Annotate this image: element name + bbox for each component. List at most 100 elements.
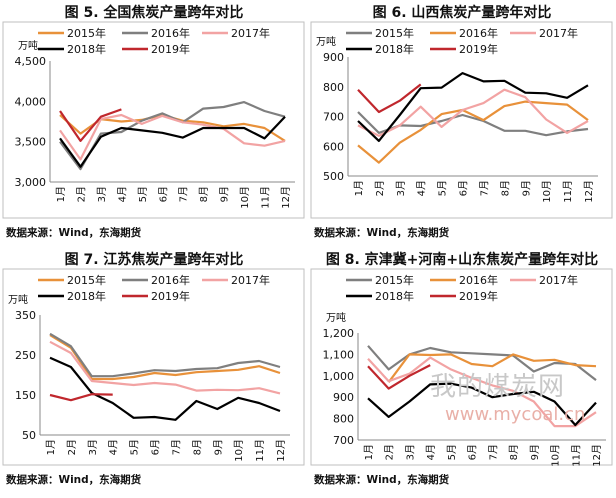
series-line-2018年 [357,72,589,142]
series-line-2017年 [357,88,589,137]
legend-label: 2017年 [539,26,578,40]
y-tick-label: 150 [15,389,36,402]
x-tick-label: 12月 [275,439,287,462]
x-tick-label: 9月 [520,180,532,196]
source-label: 数据来源：Wind，东海期货 [5,226,142,239]
y-tick-label: 1,000 [323,370,355,383]
y-tick-label: 50 [22,429,36,442]
watermark-logo-text: 我的煤炭网 [430,372,566,402]
x-tick-label: 4月 [416,180,428,196]
x-tick-label: 6月 [467,444,479,460]
y-tick-label: 800 [333,413,354,426]
series-line-2018年 [367,382,597,427]
chart-title: 图 5. 全国焦炭产量跨年对比 [65,4,244,21]
series-line-2016年 [49,332,281,378]
legend-label: 2018年 [67,289,106,303]
x-tick-label: 7月 [478,180,490,196]
x-tick-label: 11月 [260,186,272,209]
series-line-2016年 [59,101,286,171]
x-tick-label: 2月 [384,444,396,460]
chart-national-coke-output: 图 5. 全国焦炭产量跨年对比数据来源：Wind，东海期货 2015年 2016年 2… [0,0,308,247]
series-line-2016年 [387,353,597,383]
legend-label: 2015年 [375,273,414,287]
x-tick-label: 5月 [437,180,449,196]
x-tick-label: 4月 [425,444,437,460]
series-line-2017年 [367,356,597,428]
legend-label: 2016年 [151,26,190,40]
x-tick-label: 3月 [96,186,108,202]
chart-north-region-coke-output: 图 8. 京津冀+河南+山东焦炭产量跨年对比数据来源：Wind，东海期货 2015… [308,247,616,494]
legend-label: 2015年 [375,26,414,40]
y-tick-label: 700 [333,434,354,447]
x-tick-label: 11月 [254,439,266,462]
series-line-2019年 [357,83,422,114]
legend-label: 2015年 [67,26,106,40]
legend-label: 2015年 [67,273,106,287]
x-tick-label: 2月 [75,186,87,202]
x-tick-label: 11月 [570,444,582,467]
chart-frame [2,268,305,466]
chart-title: 图 7. 江苏焦炭产量跨年对比 [65,251,244,268]
legend-label: 2019年 [151,289,190,303]
x-tick-label: 11月 [562,180,574,203]
series-line-2019年 [367,364,431,390]
x-tick-label: 1月 [55,186,67,202]
x-tick-label: 7月 [170,439,182,455]
source-label: 数据来源：Wind，东海期货 [313,473,450,486]
x-tick-label: 5月 [129,439,141,455]
series-line-2019年 [49,393,113,402]
x-tick-label: 1月 [353,180,365,196]
legend-label: 2018年 [375,289,414,303]
legend-label: 2018年 [375,42,414,56]
y-tick-label: 3,500 [15,136,47,149]
legend-label: 2016年 [151,273,190,287]
x-tick-label: 9月 [529,444,541,460]
x-tick-label: 4月 [108,439,120,455]
x-tick-label: 10月 [233,439,245,462]
chart-frame [2,21,305,219]
y-tick-label: 600 [323,140,344,153]
legend-label: 2019年 [459,289,498,303]
x-tick-label: 12月 [583,180,595,203]
x-tick-label: 9月 [219,186,231,202]
x-tick-label: 5月 [446,444,458,460]
x-tick-label: 7月 [487,444,499,460]
series-line-2015年 [49,334,281,381]
x-tick-label: 3月 [404,444,416,460]
series-line-2015年 [367,345,597,381]
series-line-2018年 [49,356,281,421]
legend-label: 2016年 [459,26,498,40]
y-tick-label: 500 [323,170,344,183]
chart-title: 图 6. 山西焦炭产量跨年对比 [373,4,552,21]
y-tick-label: 800 [323,81,344,94]
x-tick-label: 10月 [541,180,553,203]
y-axis-unit: 万吨 [316,35,336,48]
x-tick-label: 5月 [137,186,149,202]
x-tick-label: 8月 [198,186,210,202]
y-tick-label: 700 [323,111,344,124]
x-tick-label: 3月 [87,439,99,455]
x-tick-label: 8月 [191,439,203,455]
x-tick-label: 1月 [45,439,57,455]
y-tick-label: 4,500 [15,55,47,68]
x-tick-label: 10月 [239,186,251,209]
chart-frame [310,268,613,466]
x-tick-label: 6月 [157,186,169,202]
series-line-2017年 [49,340,281,395]
x-tick-label: 7月 [178,186,190,202]
legend-label: 2019年 [459,42,498,56]
y-tick-label: 350 [15,309,36,322]
x-tick-label: 12月 [591,444,603,467]
y-tick-label: 900 [323,51,344,64]
y-tick-label: 900 [333,391,354,404]
x-tick-label: 6月 [150,439,162,455]
chart-title: 图 8. 京津冀+河南+山东焦炭产量跨年对比 [326,251,598,268]
legend-label: 2017年 [539,273,578,287]
chart-shanxi-coke-output: 图 6. 山西焦炭产量跨年对比 数据来源：Wind，东海期货 2015年 2016年 2… [308,0,616,247]
x-tick-label: 8月 [499,180,511,196]
x-tick-label: 9月 [212,439,224,455]
source-label: 数据来源：Wind，东海期货 [5,473,142,486]
y-tick-label: 3,000 [15,176,47,189]
x-tick-label: 2月 [66,439,78,455]
series-line-2017年 [59,113,286,161]
